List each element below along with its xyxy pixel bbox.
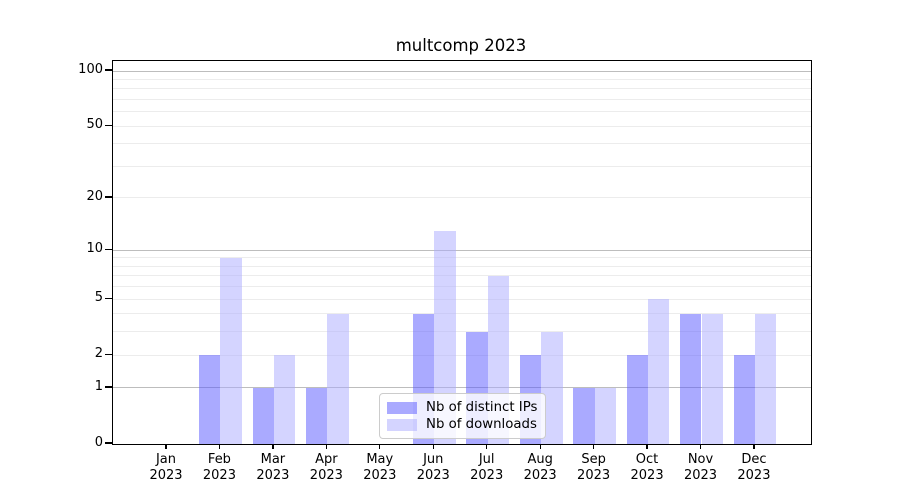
y-tick-label: 100	[78, 62, 103, 77]
minor-gridline	[113, 125, 811, 127]
x-tick-mark	[486, 444, 488, 450]
bar-feb-distinct-ips	[199, 355, 221, 444]
x-tick-mark	[325, 444, 327, 450]
x-tick-label-feb: Feb 2023	[202, 452, 236, 483]
minor-gridline	[113, 275, 811, 277]
x-tick-label-oct: Oct 2023	[630, 452, 664, 483]
major-gridline	[113, 70, 811, 72]
bar-dec-distinct-ips	[733, 355, 755, 444]
bar-dec-downloads	[754, 313, 777, 444]
legend-label-downloads: Nb of downloads	[426, 417, 537, 432]
x-tick-mark	[539, 444, 541, 450]
minor-gridline	[113, 88, 811, 90]
x-tick-mark	[753, 444, 755, 450]
y-tick-mark	[105, 353, 112, 355]
minor-gridline	[113, 331, 811, 333]
x-tick-mark	[432, 444, 434, 450]
y-tick-mark	[105, 69, 112, 71]
y-tick-mark	[105, 386, 112, 388]
bar-nov-distinct-ips	[680, 313, 702, 444]
legend-swatch-downloads	[387, 418, 417, 431]
plot-area	[112, 60, 812, 445]
minor-gridline	[113, 265, 811, 267]
x-tick-mark	[699, 444, 702, 450]
bar-oct-distinct-ips	[626, 355, 649, 444]
bar-feb-downloads	[220, 257, 242, 444]
bar-sep-downloads	[594, 387, 616, 444]
bar-jun-downloads	[434, 230, 456, 444]
y-tick-label: 5	[94, 290, 103, 306]
legend: Nb of distinct IPs Nb of downloads	[379, 393, 546, 439]
chart-title: multcomp 2023	[395, 36, 527, 55]
bar-apr-distinct-ips	[305, 387, 328, 444]
major-gridline	[113, 387, 811, 389]
legend-item-downloads: Nb of downloads	[387, 417, 537, 432]
minor-gridline	[113, 165, 811, 167]
minor-gridline	[113, 298, 811, 300]
y-tick-label: 0	[94, 435, 103, 450]
x-tick-label-dec: Dec 2023	[737, 452, 771, 483]
bar-oct-downloads	[648, 299, 670, 444]
y-tick-label: 50	[86, 117, 103, 133]
y-tick-mark	[105, 196, 112, 198]
x-tick-label-sep: Sep 2023	[577, 452, 611, 483]
x-tick-mark	[646, 444, 648, 450]
minor-gridline	[113, 78, 811, 80]
x-tick-mark	[165, 444, 167, 450]
x-tick-label-jun: Jun 2023	[416, 452, 450, 483]
x-tick-label-nov: Nov 2023	[683, 452, 718, 483]
bar-mar-distinct-ips	[252, 387, 274, 444]
minor-gridline	[113, 111, 811, 113]
y-tick-label: 20	[86, 188, 103, 204]
legend-swatch-distinct-ips	[387, 401, 417, 414]
legend-item-distinct-ips: Nb of distinct IPs	[387, 400, 537, 415]
x-tick-label-aug: Aug 2023	[523, 452, 557, 483]
minor-gridline	[113, 313, 811, 315]
x-tick-mark	[379, 444, 381, 450]
x-tick-label-may: May 2023	[363, 452, 397, 483]
minor-gridline	[113, 143, 811, 145]
minor-gridline	[113, 286, 811, 288]
minor-gridline	[113, 197, 811, 199]
y-tick-mark	[105, 124, 112, 126]
bar-aug-downloads	[541, 331, 563, 444]
minor-gridline	[113, 98, 811, 100]
x-tick-mark	[272, 444, 274, 450]
bar-nov-downloads	[701, 313, 723, 444]
minor-gridline	[113, 257, 811, 259]
x-tick-mark	[592, 444, 595, 450]
y-tick-label: 2	[94, 346, 103, 362]
y-tick-mark	[105, 442, 112, 444]
x-tick-mark	[218, 444, 221, 450]
bar-mar-downloads	[273, 355, 296, 444]
y-tick-mark	[105, 248, 112, 250]
x-tick-label-jan: Jan 2023	[149, 452, 183, 483]
x-tick-label-jul: Jul 2023	[470, 452, 504, 483]
minor-gridline	[113, 354, 811, 356]
y-tick-label: 10	[86, 241, 103, 257]
major-gridline	[113, 249, 811, 251]
x-tick-label-apr: Apr 2023	[309, 452, 343, 483]
x-tick-label-mar: Mar 2023	[256, 452, 290, 483]
y-tick-mark	[105, 297, 112, 299]
y-tick-label: 1	[94, 378, 103, 394]
legend-label-distinct-ips: Nb of distinct IPs	[426, 400, 538, 415]
bar-sep-distinct-ips	[573, 387, 595, 444]
bar-apr-downloads	[327, 313, 349, 444]
